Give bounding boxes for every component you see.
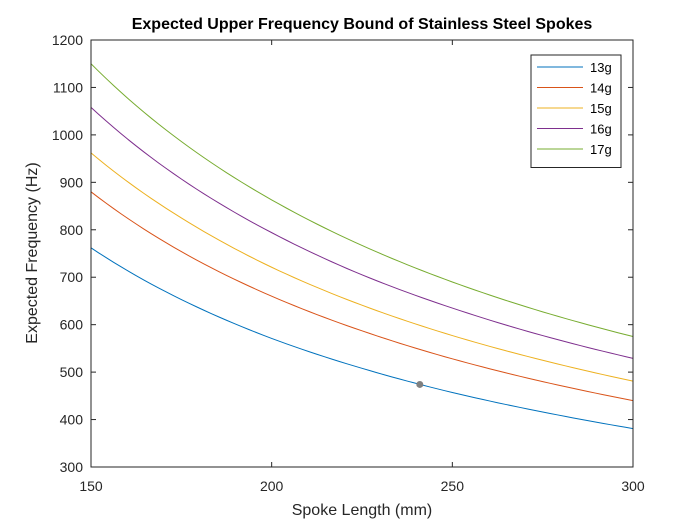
x-tick-label: 250 xyxy=(441,478,465,494)
y-tick-label: 300 xyxy=(60,459,84,475)
y-tick-label: 600 xyxy=(60,317,84,333)
y-tick-label: 700 xyxy=(60,269,84,285)
y-tick-label: 1200 xyxy=(52,32,83,48)
series-line-14g xyxy=(90,191,634,402)
axes-box xyxy=(90,39,634,468)
legend-label-15g: 15g xyxy=(590,101,612,116)
y-axis-label: Expected Frequency (Hz) xyxy=(24,162,41,343)
x-tick-label: 300 xyxy=(621,478,645,494)
chart-title: Expected Upper Frequency Bound of Stainl… xyxy=(132,16,593,33)
x-axis-label: Spoke Length (mm) xyxy=(292,502,433,519)
y-tick-label: 800 xyxy=(60,222,84,238)
data-markers xyxy=(416,380,424,388)
series-lines xyxy=(90,63,634,430)
y-tick-label: 500 xyxy=(60,364,84,380)
y-tick-label: 400 xyxy=(60,412,84,428)
legend-label-13g: 13g xyxy=(590,60,612,75)
axis-ticks: 150 200 250 300 300 400 500 600 700 800 900 1000 110… xyxy=(52,32,645,494)
series-line-15g xyxy=(90,152,634,382)
legend: 13g 14g 15g 16g 17g xyxy=(530,54,622,168)
legend-label-16g: 16g xyxy=(590,122,612,137)
y-tick-label: 900 xyxy=(60,174,84,190)
legend-label-14g: 14g xyxy=(590,81,612,96)
series-line-13g xyxy=(90,247,634,430)
legend-label-17g: 17g xyxy=(590,142,612,157)
x-tick-label: 150 xyxy=(79,478,103,494)
y-tick-label: 1100 xyxy=(53,79,83,95)
series-line-16g xyxy=(90,107,634,359)
data-point-marker xyxy=(416,380,424,388)
series-line-17g xyxy=(90,63,634,338)
x-tick-label: 200 xyxy=(260,478,284,494)
y-tick-label: 1000 xyxy=(52,127,83,143)
